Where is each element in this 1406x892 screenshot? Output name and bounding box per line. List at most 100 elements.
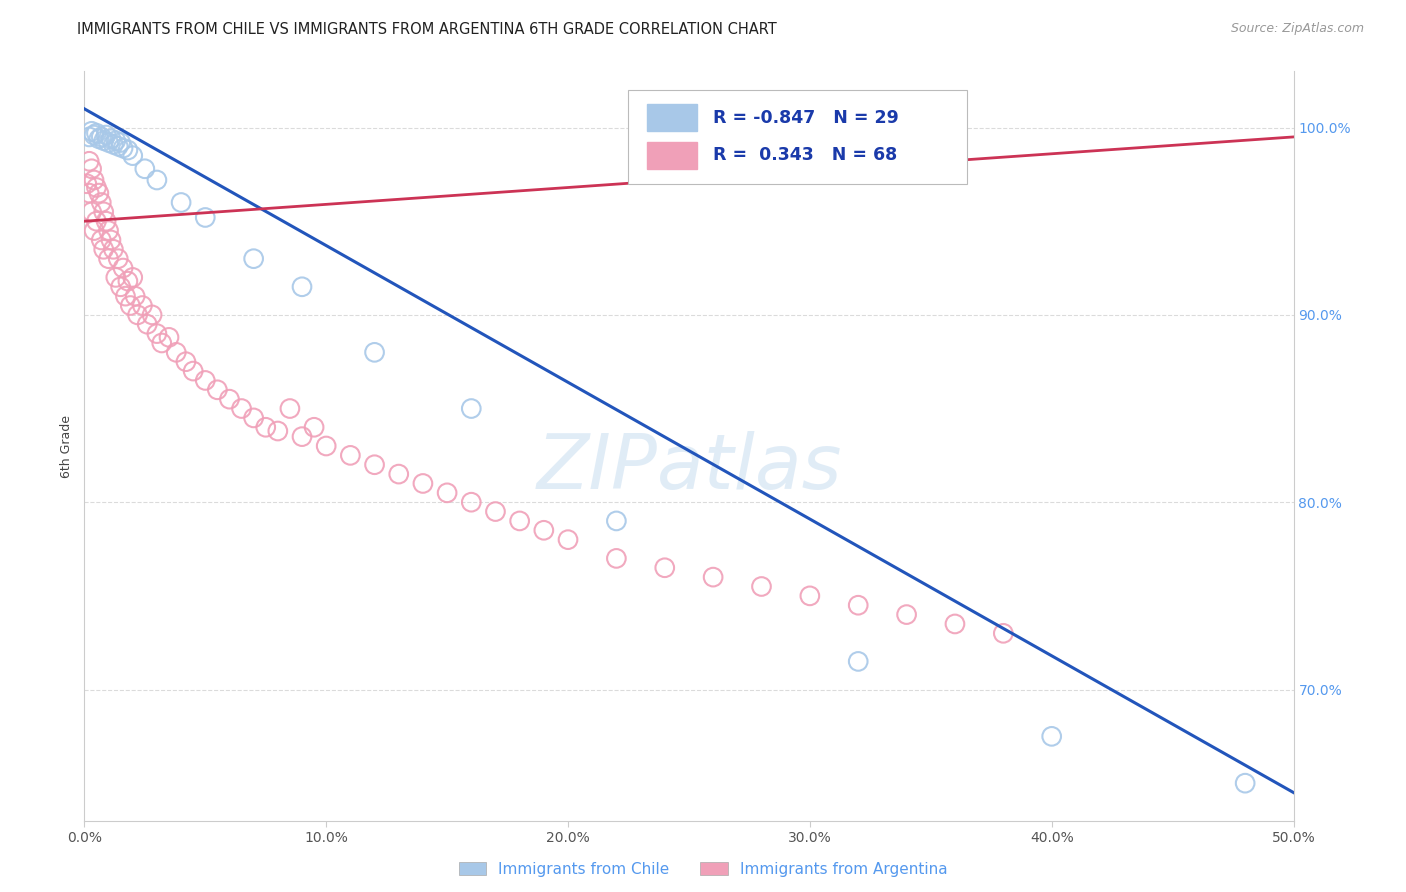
Point <box>90 130 112 145</box>
Point <box>76 177 98 191</box>
Point <box>104 270 127 285</box>
Point <box>80 124 103 138</box>
Point <box>93 205 115 219</box>
Point <box>146 326 169 341</box>
Text: ZIPatlas: ZIPatlas <box>536 432 842 506</box>
Point <box>231 401 253 416</box>
Point <box>77 130 100 145</box>
Point <box>104 134 127 148</box>
Point <box>605 551 627 566</box>
Point <box>117 274 139 288</box>
Text: IMMIGRANTS FROM CHILE VS IMMIGRANTS FROM ARGENTINA 6TH GRADE CORRELATION CHART: IMMIGRANTS FROM CHILE VS IMMIGRANTS FROM… <box>77 22 778 37</box>
Point <box>1040 730 1063 744</box>
Point <box>87 132 110 146</box>
Point <box>194 374 217 388</box>
Point <box>165 345 187 359</box>
Point <box>94 214 117 228</box>
Point <box>110 280 132 294</box>
Text: R =  0.343   N = 68: R = 0.343 N = 68 <box>713 146 897 164</box>
Point <box>80 205 103 219</box>
Text: Source: ZipAtlas.com: Source: ZipAtlas.com <box>1230 22 1364 36</box>
Point <box>702 570 724 584</box>
Point <box>150 336 173 351</box>
Point <box>103 137 125 152</box>
Point <box>120 299 142 313</box>
Point <box>218 392 240 407</box>
Point <box>896 607 918 622</box>
Point <box>436 486 458 500</box>
Point <box>94 128 117 142</box>
Point <box>117 143 139 157</box>
Point <box>77 154 100 169</box>
Point <box>93 243 115 257</box>
Point <box>533 524 555 538</box>
Y-axis label: 6th Grade: 6th Grade <box>60 415 73 477</box>
Point <box>100 132 122 146</box>
Point <box>141 308 163 322</box>
Point <box>83 128 105 142</box>
Point <box>291 280 314 294</box>
Point <box>509 514 531 528</box>
Point <box>97 252 120 266</box>
Point <box>124 289 146 303</box>
Point <box>254 420 277 434</box>
Point <box>799 589 821 603</box>
Point <box>242 252 264 266</box>
Text: R = -0.847   N = 29: R = -0.847 N = 29 <box>713 109 898 127</box>
Point <box>77 186 100 201</box>
Point <box>131 299 153 313</box>
Point <box>90 233 112 247</box>
Point <box>302 420 325 434</box>
Point <box>87 186 110 201</box>
Point <box>97 224 120 238</box>
Point <box>121 270 143 285</box>
Point <box>121 149 143 163</box>
Point <box>112 261 135 276</box>
Point <box>107 139 129 153</box>
Point <box>846 599 869 613</box>
Point <box>103 243 125 257</box>
Point <box>100 233 122 247</box>
Point <box>846 655 869 669</box>
Legend: Immigrants from Chile, Immigrants from Argentina: Immigrants from Chile, Immigrants from A… <box>451 854 955 884</box>
Point <box>460 401 482 416</box>
Point <box>112 141 135 155</box>
Point <box>90 195 112 210</box>
Point <box>363 345 385 359</box>
Point <box>751 580 773 594</box>
Point <box>80 161 103 176</box>
Point <box>107 252 129 266</box>
Point <box>181 364 204 378</box>
Point <box>388 467 411 482</box>
Point <box>654 561 676 575</box>
Point <box>86 126 108 140</box>
Point <box>267 424 290 438</box>
Point <box>93 134 115 148</box>
Point <box>460 495 482 509</box>
Point <box>278 401 301 416</box>
Point <box>605 514 627 528</box>
Point <box>136 318 159 332</box>
Point <box>83 173 105 187</box>
Point <box>97 136 120 150</box>
FancyBboxPatch shape <box>647 104 697 131</box>
Point <box>363 458 385 472</box>
Point <box>943 617 966 632</box>
FancyBboxPatch shape <box>628 90 967 184</box>
Point <box>412 476 434 491</box>
Point <box>993 626 1015 640</box>
Point <box>157 330 180 344</box>
Point <box>83 224 105 238</box>
Point <box>174 355 197 369</box>
Point <box>134 161 156 176</box>
Point <box>242 410 264 425</box>
Point <box>110 136 132 150</box>
FancyBboxPatch shape <box>647 142 697 169</box>
Point <box>170 195 193 210</box>
Point <box>1234 776 1257 790</box>
Point <box>127 308 149 322</box>
Point <box>86 180 108 194</box>
Point <box>114 289 136 303</box>
Point <box>315 439 337 453</box>
Point <box>207 383 229 397</box>
